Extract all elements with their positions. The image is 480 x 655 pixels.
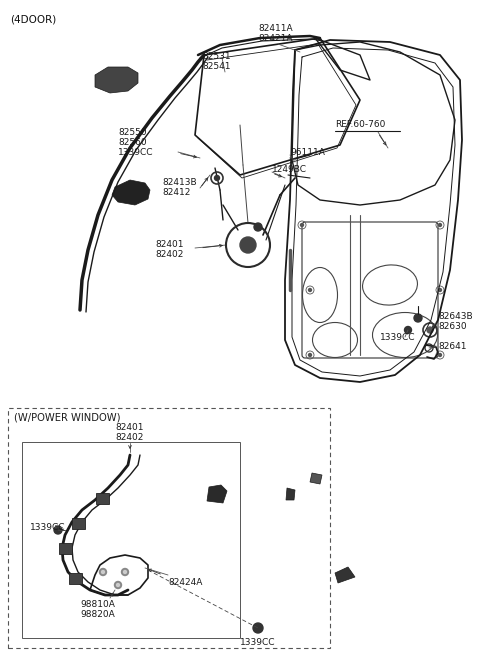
Circle shape [101,571,105,574]
Circle shape [254,223,262,231]
Polygon shape [112,180,150,205]
Text: (W/POWER WINDOW): (W/POWER WINDOW) [14,413,120,423]
Text: 82411A: 82411A [258,24,293,33]
Text: 1339CC: 1339CC [118,148,154,157]
Text: 82541: 82541 [202,62,230,71]
Circle shape [240,237,256,253]
Text: 82421A: 82421A [258,34,292,43]
Circle shape [54,526,62,534]
Circle shape [123,571,127,574]
Circle shape [99,569,107,576]
Polygon shape [335,567,355,583]
Text: 82401: 82401 [155,240,183,249]
Polygon shape [286,488,295,500]
Circle shape [439,354,442,356]
Text: 98820A: 98820A [81,610,115,619]
Circle shape [121,569,129,576]
Circle shape [309,288,312,291]
Circle shape [309,354,312,356]
Circle shape [439,288,442,291]
Text: 82412: 82412 [162,188,191,197]
FancyBboxPatch shape [96,493,108,504]
Circle shape [215,176,219,181]
Circle shape [115,582,121,588]
Text: 98810A: 98810A [81,600,115,609]
Polygon shape [310,473,322,484]
Text: 1339CC: 1339CC [380,333,416,342]
Text: 82550: 82550 [118,128,146,137]
Text: 1249BC: 1249BC [272,165,307,174]
Text: 82531: 82531 [202,52,230,61]
Text: 96111A: 96111A [290,148,325,157]
Circle shape [427,327,433,333]
Text: 82402: 82402 [155,250,183,259]
Circle shape [405,326,411,333]
Text: (4DOOR): (4DOOR) [10,15,56,25]
FancyBboxPatch shape [59,542,72,553]
Circle shape [253,623,263,633]
Text: 82413B: 82413B [162,178,197,187]
Text: 82402: 82402 [116,433,144,442]
Circle shape [117,584,120,586]
Circle shape [414,314,422,322]
FancyBboxPatch shape [69,572,82,584]
Text: 82630: 82630 [438,322,467,331]
Text: 82424A: 82424A [168,578,203,587]
Circle shape [300,223,303,227]
Circle shape [439,223,442,227]
FancyBboxPatch shape [72,517,84,529]
Text: 82643B: 82643B [438,312,473,321]
Text: 1339CC: 1339CC [30,523,65,531]
Text: REF.60-760: REF.60-760 [335,120,385,129]
Text: 82401: 82401 [116,423,144,432]
Polygon shape [95,67,138,93]
Text: 1339CC: 1339CC [240,638,276,647]
Polygon shape [207,485,227,503]
Text: 82641: 82641 [438,342,467,351]
Text: 82560: 82560 [118,138,146,147]
